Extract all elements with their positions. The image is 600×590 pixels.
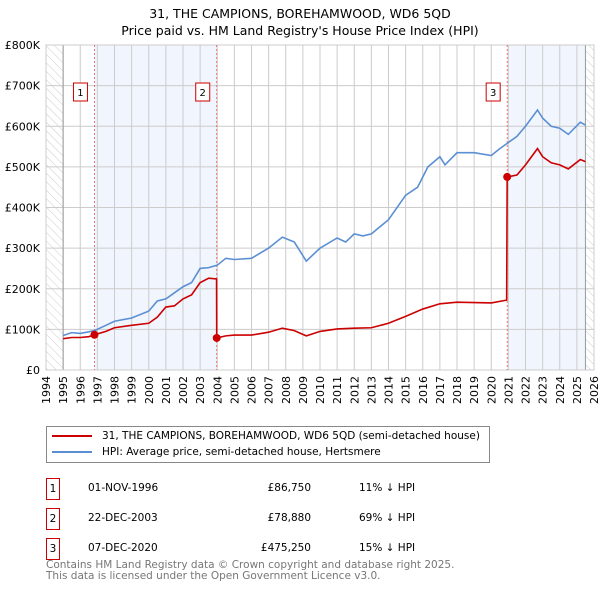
sale-label-box [72,82,88,102]
x-tick-label: 2008 [280,376,293,404]
x-tick-label: 2019 [468,376,481,404]
footer-line-2: This data is licensed under the Open Gov… [46,570,381,582]
x-tick-label: 2026 [588,376,600,404]
x-tick-label: 1994 [40,376,53,404]
x-tick-label: 2004 [211,376,224,404]
transaction-price: £78,880 [267,512,311,524]
x-tick-label: 1998 [109,376,122,404]
y-tick-label: £700K [5,80,41,93]
x-tick-label: 2024 [554,376,567,404]
transaction-date: 01-NOV-1996 [88,482,159,494]
transaction-row: 2 22-DEC-2003 £78,880 69% ↓ HPI [46,508,466,530]
transaction-marker: 2 [46,508,60,530]
x-tick-label: 2018 [451,376,464,404]
x-tick-label: 2001 [160,376,173,404]
plot-frame [45,44,595,371]
red-line-swatch [52,435,92,437]
sale-label: 3 [490,88,496,99]
x-tick-label: 2021 [502,376,515,404]
transaction-row: 1 01-NOV-1996 £86,750 11% ↓ HPI [46,478,466,500]
chart-legend: 31, THE CAMPIONS, BOREHAMWOOD, WD6 5QD (… [46,426,490,463]
x-tick-label: 2003 [194,376,207,404]
x-tick-label: 1995 [57,376,70,404]
x-tick-label: 2025 [571,376,584,404]
sale-label-box [195,82,211,102]
x-tick-label: 2020 [485,376,498,404]
transaction-hpi-diff: 69% ↓ HPI [359,512,416,524]
y-tick-label: £600K [5,120,41,133]
blue-line-swatch [52,451,92,453]
hpi-line [62,108,586,337]
chart-subtitle: Price paid vs. HM Land Registry's House … [121,23,479,38]
footer-line-1: Contains HM Land Registry data © Crown c… [46,559,455,571]
y-tick-label: £800K [5,39,41,52]
x-tick-label: 2011 [331,376,344,404]
x-tick-label: 2009 [297,376,310,404]
y-tick-label: £500K [5,161,41,174]
x-tick-label: 2013 [365,376,378,404]
transaction-marker: 3 [46,538,60,560]
x-tick-label: 2014 [383,376,396,404]
x-tick-label: 2007 [263,376,276,404]
x-tick-label: 2000 [143,376,156,404]
price-chart: 1994 1995 1996 1997 1998 1999 2000 2001 2002 2003… [5,39,600,404]
footer: Contains HM Land Registry data © Crown c… [46,560,454,582]
transaction-date: 07-DEC-2020 [88,542,158,554]
x-tick-label: 2022 [520,376,533,404]
x-tick-label: 1999 [126,376,139,404]
x-tick-label: 2002 [177,376,190,404]
x-tick-label: 2015 [400,376,413,404]
x-tick-label: 2010 [314,376,327,404]
transaction-price: £475,250 [260,542,311,554]
y-tick-label: £300K [5,242,41,255]
sale-point [212,333,221,342]
transaction-marker: 1 [46,478,60,500]
transaction-price: £86,750 [267,482,311,494]
x-tick-label: 1997 [91,376,104,404]
sale-point [90,330,99,339]
x-tick-label: 2017 [434,376,447,404]
x-tick-label: 2016 [417,376,430,404]
x-tick-label: 2005 [228,376,241,404]
sale-point [503,172,512,181]
y-tick-label: £200K [5,283,41,296]
x-tick-label: 2006 [246,376,259,404]
legend-hpi: HPI: Average price, semi-detached house,… [102,446,381,458]
y-tick-label: £0 [26,364,40,377]
x-tick-label: 2023 [537,376,550,404]
legend-property: 31, THE CAMPIONS, BOREHAMWOOD, WD6 5QD (… [102,430,480,442]
x-tick-label: 1996 [74,376,87,404]
x-tick-label: 2012 [348,376,361,404]
y-tick-label: £100K [5,323,41,336]
transaction-row: 3 07-DEC-2020 £475,250 15% ↓ HPI [46,538,466,560]
property-price-line [63,147,586,340]
transaction-hpi-diff: 11% ↓ HPI [359,482,416,494]
transaction-date: 22-DEC-2003 [88,512,158,524]
y-tick-label: £400K [5,202,41,215]
sale-label-box [485,82,501,102]
sale-label: 2 [200,88,206,99]
chart-title: 31, THE CAMPIONS, BOREHAMWOOD, WD6 5QD [149,6,451,21]
sale-label: 1 [77,88,83,99]
transaction-hpi-diff: 15% ↓ HPI [359,542,416,554]
